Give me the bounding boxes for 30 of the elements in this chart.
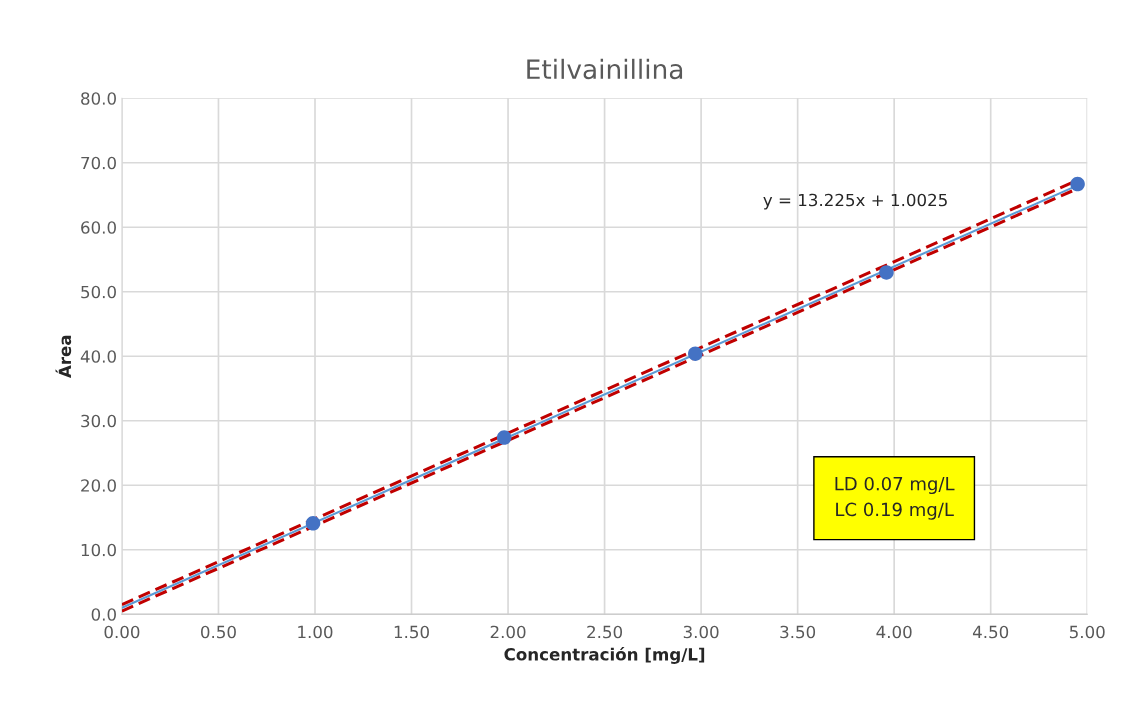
x-tick-label: 2.50 xyxy=(587,625,623,639)
x-axis-title: Concentración [mg/L] xyxy=(504,647,705,664)
y-tick-label: 40.0 xyxy=(80,350,116,363)
chart-title: Etilvainillina xyxy=(527,58,683,80)
y-axis-title: Área xyxy=(55,335,72,379)
y-tick-label: 20.0 xyxy=(81,479,116,492)
y-tick-label: 60.0 xyxy=(81,221,116,234)
x-tick-label: 3.00 xyxy=(683,625,719,639)
x-tick-label: 4.00 xyxy=(876,625,912,639)
y-tick-label: 50.0 xyxy=(81,285,116,299)
annotation: y = 13.225x + 1.0025 xyxy=(763,193,947,210)
point xyxy=(688,346,703,361)
annotation: LD 0.07 mg/L LC 0.19 mg/L xyxy=(835,476,955,520)
x-tick-label: 5.00 xyxy=(1069,625,1105,639)
point xyxy=(496,430,512,445)
x-tick-label: 4.50 xyxy=(972,625,1009,639)
x-tick-label: 2.00 xyxy=(490,625,526,639)
y-tick-label: 30.0 xyxy=(81,414,116,428)
x-tick-label: 0.00 xyxy=(104,625,140,639)
x-tick-label: 1.00 xyxy=(298,625,333,639)
point xyxy=(1070,176,1085,192)
x-tick-label: 3.50 xyxy=(780,625,816,639)
y-tick-label: 10.0 xyxy=(81,543,116,557)
y-tick-label: 0.0 xyxy=(91,608,116,621)
y-tick-label: 80.0 xyxy=(81,92,116,105)
point xyxy=(879,265,894,280)
x-tick-label: 1.50 xyxy=(394,625,429,639)
y-tick-label: 70.0 xyxy=(81,156,116,170)
point xyxy=(305,516,321,531)
x-tick-label: 0.50 xyxy=(201,625,236,639)
